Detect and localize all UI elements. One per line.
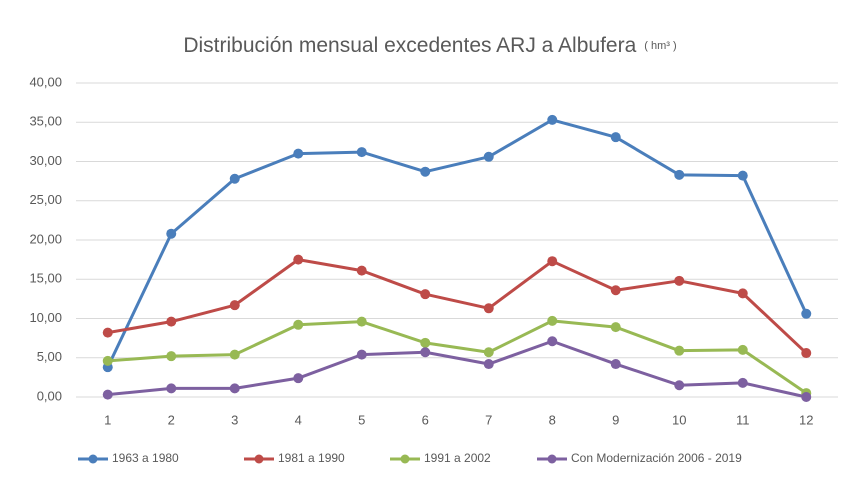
point bbox=[166, 228, 177, 239]
point bbox=[229, 300, 240, 311]
point bbox=[229, 383, 240, 394]
x-tick-label: 8 bbox=[549, 412, 556, 427]
point bbox=[356, 147, 367, 158]
point bbox=[547, 315, 558, 326]
point bbox=[610, 132, 621, 143]
point bbox=[293, 319, 304, 330]
chart-title: Distribución mensual excedentes ARJ a Al… bbox=[183, 34, 676, 57]
point bbox=[801, 348, 812, 359]
x-tick-label: 12 bbox=[799, 412, 813, 427]
point bbox=[293, 254, 304, 265]
y-tick-label: 0,00 bbox=[37, 388, 62, 403]
title: Distribución mensual excedentes ARJ a Al… bbox=[183, 34, 636, 57]
x-tick-label: 2 bbox=[168, 412, 175, 427]
point bbox=[737, 344, 748, 355]
point bbox=[166, 383, 177, 394]
x-tick-label: 5 bbox=[358, 412, 365, 427]
point bbox=[229, 173, 240, 184]
point bbox=[420, 289, 431, 300]
legend-label: Con Modernización 2006 - 2019 bbox=[571, 451, 742, 465]
series-line bbox=[107, 339, 807, 399]
y-tick-label: 15,00 bbox=[29, 271, 62, 286]
x-tick-label: 6 bbox=[422, 412, 429, 427]
series-line bbox=[107, 319, 808, 395]
legend-label: 1963 a 1980 bbox=[112, 451, 179, 465]
point bbox=[420, 347, 431, 358]
point bbox=[356, 316, 367, 327]
point bbox=[737, 288, 748, 299]
y-tick-label: 35,00 bbox=[29, 114, 62, 129]
point bbox=[801, 392, 812, 402]
series-line bbox=[106, 118, 808, 368]
x-tick-label: 10 bbox=[672, 412, 686, 427]
legend-marker bbox=[547, 454, 557, 464]
point bbox=[420, 337, 431, 348]
point bbox=[356, 265, 367, 276]
point bbox=[166, 316, 177, 327]
x-tick-label: 9 bbox=[612, 412, 619, 427]
point bbox=[674, 169, 685, 180]
y-tick-label: 5,00 bbox=[37, 349, 62, 364]
point bbox=[483, 303, 494, 314]
point bbox=[801, 308, 812, 319]
legend-marker bbox=[400, 454, 410, 464]
y-tick-label: 20,00 bbox=[29, 231, 62, 246]
point bbox=[420, 166, 431, 177]
units: ( hm³ ) bbox=[644, 40, 676, 52]
point bbox=[293, 373, 304, 384]
x-tick-label: 4 bbox=[295, 412, 302, 427]
point bbox=[547, 114, 558, 125]
point bbox=[483, 151, 494, 162]
point bbox=[610, 322, 621, 333]
y-tick-label: 10,00 bbox=[29, 310, 62, 325]
legend-marker bbox=[254, 454, 264, 464]
point bbox=[674, 380, 685, 391]
point bbox=[102, 389, 113, 400]
point bbox=[547, 256, 558, 267]
point bbox=[610, 285, 621, 296]
y-tick-label: 40,00 bbox=[29, 74, 62, 89]
point bbox=[483, 347, 494, 358]
point bbox=[483, 359, 494, 370]
x-tick-label: 7 bbox=[485, 412, 492, 427]
y-tick-label: 25,00 bbox=[29, 192, 62, 207]
point bbox=[610, 359, 621, 370]
legend-label: 1981 a 1990 bbox=[278, 451, 345, 465]
point bbox=[356, 349, 367, 360]
point bbox=[166, 351, 177, 362]
series-line bbox=[107, 258, 808, 355]
point bbox=[102, 327, 113, 338]
legend-label: 1991 a 2002 bbox=[424, 451, 491, 465]
point bbox=[229, 349, 240, 360]
point bbox=[547, 336, 558, 347]
point bbox=[293, 148, 304, 159]
point bbox=[737, 377, 748, 388]
x-tick-label: 11 bbox=[736, 412, 750, 427]
x-tick-label: 3 bbox=[231, 412, 238, 427]
point bbox=[102, 355, 113, 366]
point bbox=[674, 275, 685, 286]
point bbox=[674, 345, 685, 356]
point bbox=[737, 170, 748, 181]
legend-marker bbox=[88, 454, 98, 464]
x-tick-label: 1 bbox=[104, 412, 111, 427]
y-tick-label: 30,00 bbox=[29, 153, 62, 168]
